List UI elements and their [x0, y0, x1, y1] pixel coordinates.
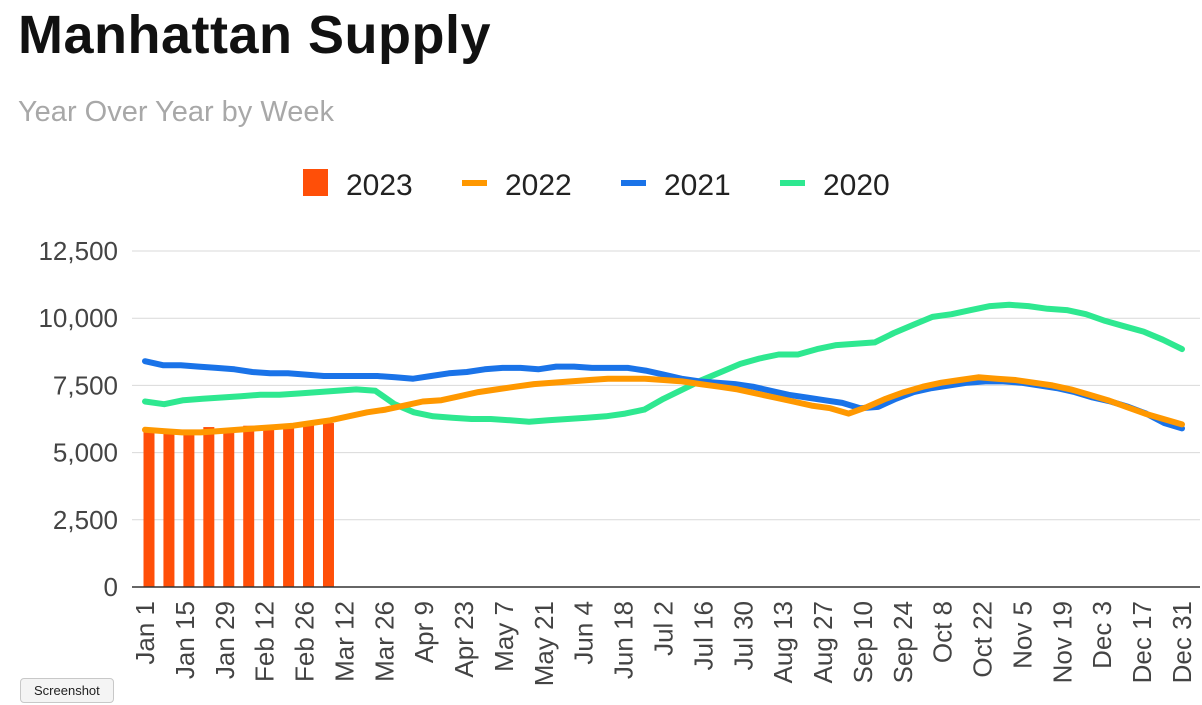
- x-tick-label: Jul 16: [688, 601, 718, 670]
- x-tick-label: Jan 29: [210, 601, 240, 679]
- x-tick-label: Apr 23: [449, 601, 479, 678]
- x-tick-label: Nov 19: [1047, 601, 1077, 683]
- x-tick-label: Apr 9: [409, 601, 439, 663]
- y-tick-label: 2,500: [53, 505, 118, 535]
- x-tick-label: Dec 3: [1087, 601, 1117, 669]
- legend-label-2020: 2020: [823, 169, 890, 202]
- y-tick-label: 5,000: [53, 438, 118, 468]
- x-tick-label: Oct 22: [968, 601, 998, 678]
- legend-label-2021: 2021: [664, 169, 731, 202]
- screenshot-button[interactable]: Screenshot: [20, 678, 114, 703]
- x-tick-label: Sep 24: [888, 601, 918, 683]
- bar-2023: [143, 431, 155, 587]
- x-tick-label: Dec 31: [1167, 601, 1197, 683]
- bar-series-2023: [143, 423, 334, 587]
- y-tick-label: 10,000: [38, 303, 118, 333]
- x-tick-label: Jul 30: [728, 601, 758, 670]
- x-tick-label: Jun 4: [569, 601, 599, 665]
- x-tick-label: Feb 26: [290, 601, 320, 682]
- x-tick-label: Aug 27: [808, 601, 838, 683]
- x-tick-label: Jul 2: [649, 601, 679, 656]
- bar-2023: [243, 425, 255, 587]
- x-axis-ticks: Jan 1 Jan 15 Jan 29 Feb 12 Feb 26 Mar 12 Mar 2…: [130, 601, 1197, 686]
- x-tick-label: May 21: [529, 601, 559, 686]
- chart-subtitle: Year Over Year by Week: [18, 96, 334, 128]
- bar-2023: [263, 427, 275, 587]
- y-tick-label: 7,500: [53, 370, 118, 400]
- x-tick-label: Jan 1: [130, 601, 160, 665]
- bar-2023: [303, 424, 315, 587]
- bar-2023: [223, 428, 235, 587]
- legend-swatch-2022: [462, 180, 487, 186]
- line-series-layer: [142, 301, 1185, 436]
- bar-2023: [322, 423, 334, 587]
- x-tick-label: Sep 10: [848, 601, 878, 683]
- x-tick-label: Jan 15: [170, 601, 200, 679]
- y-axis-ticks: 0 2,500 5,000 7,500 10,000 12,500: [38, 236, 118, 602]
- x-tick-label: Jun 18: [609, 601, 639, 679]
- legend-swatch-2023: [303, 169, 328, 196]
- bar-2023: [163, 431, 175, 587]
- line-2022: [142, 374, 1185, 436]
- x-tick-label: Nov 5: [1007, 601, 1037, 669]
- legend-swatch-2021: [621, 180, 646, 186]
- bar-2023: [183, 429, 195, 587]
- bar-2023: [203, 427, 215, 587]
- legend-swatch-2020: [780, 180, 805, 186]
- legend: 2023 2022 2021 2020: [303, 169, 890, 202]
- x-tick-label: Oct 8: [928, 601, 958, 663]
- y-tick-label: 12,500: [38, 236, 118, 266]
- legend-label-2022: 2022: [505, 169, 572, 202]
- y-tick-label: 0: [104, 572, 118, 602]
- x-tick-label: Mar 26: [369, 601, 399, 682]
- x-tick-label: Dec 17: [1127, 601, 1157, 683]
- bar-2023: [283, 426, 295, 587]
- x-tick-label: Feb 12: [250, 601, 280, 682]
- x-tick-label: Aug 13: [768, 601, 798, 683]
- legend-label-2023: 2023: [346, 169, 413, 202]
- x-tick-label: May 7: [489, 601, 519, 672]
- chart-title: Manhattan Supply: [18, 5, 492, 65]
- x-tick-label: Mar 12: [329, 601, 359, 682]
- line-2020: [142, 301, 1185, 425]
